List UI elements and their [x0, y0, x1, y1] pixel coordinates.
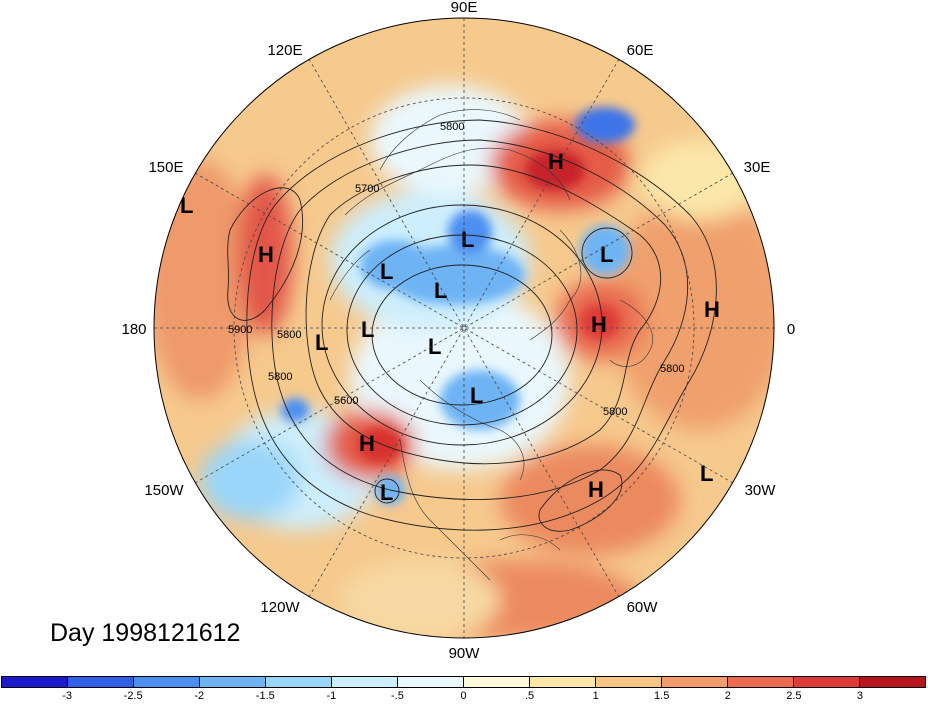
low-pressure-marker: L	[700, 461, 713, 486]
contour-label: 5600	[334, 395, 358, 407]
colorbar	[1, 676, 926, 688]
anomaly-field: 5800 5700 5900 5800 5800 5600 5800 5800 …	[154, 18, 774, 638]
longitude-label: 30W	[745, 482, 777, 499]
longitude-label: 180	[121, 321, 146, 338]
colorbar-segment	[530, 677, 596, 687]
high-pressure-marker: H	[359, 431, 375, 456]
low-pressure-marker: L	[180, 193, 193, 218]
colorbar-tick-label: -.5	[391, 690, 404, 702]
low-pressure-marker: L	[380, 480, 393, 505]
colorbar-tick-label: 0	[460, 690, 467, 702]
low-pressure-marker: L	[361, 317, 374, 342]
colorbar-tick-labels: -3 -2.5 -2 -1.5 -1 -.5 0 .5 1 1.5 2 2.5 3	[0, 690, 928, 704]
contour-label: 5800	[660, 363, 684, 375]
longitude-label: 90E	[451, 0, 478, 16]
colorbar-tick-label: 2	[724, 690, 731, 702]
colorbar-segment	[332, 677, 398, 687]
colorbar-tick-label: 1.5	[654, 690, 670, 702]
pressure-centers: L H H L L L L H H L L L L H L H L	[180, 149, 720, 505]
colorbar-tick-label: -2	[194, 690, 205, 702]
colorbar-segment	[266, 677, 332, 687]
contour-label: 5800	[440, 121, 464, 133]
colorbar-tick-label: -1.5	[255, 690, 275, 702]
colorbar-segment	[2, 677, 68, 687]
colorbar-segment	[662, 677, 728, 687]
low-pressure-marker: L	[428, 334, 441, 359]
longitude-label: 30E	[744, 159, 771, 176]
high-pressure-marker: H	[588, 477, 604, 502]
colorbar-tick-label: 2.5	[786, 690, 802, 702]
colorbar-tick-label: -2.5	[123, 690, 143, 702]
contour-label: 5800	[277, 329, 301, 341]
graticule	[154, 18, 774, 638]
colorbar-tick-label: -1	[326, 690, 337, 702]
colorbar-segment	[794, 677, 860, 687]
high-pressure-marker: H	[704, 297, 720, 322]
colorbar-segment	[728, 677, 794, 687]
colorbar-segment	[398, 677, 464, 687]
contour-label: 5700	[355, 183, 379, 195]
contour-value-labels: 5800 5700 5900 5800 5800 5600 5800 5800	[228, 121, 684, 418]
longitude-label: 60W	[627, 599, 659, 616]
longitude-label: 120E	[267, 42, 302, 59]
longitude-label: 90W	[449, 645, 481, 662]
longitude-label: 0	[787, 321, 795, 338]
high-pressure-marker: H	[591, 312, 607, 337]
longitude-label: 150W	[144, 482, 184, 499]
colorbar-tick-label: .5	[524, 690, 535, 702]
coastlines	[329, 109, 653, 581]
colorbar-segment	[68, 677, 134, 687]
colorbar-segment	[596, 677, 662, 687]
low-pressure-marker: L	[315, 330, 328, 355]
contour-label: 5900	[228, 324, 252, 336]
colorbar-segment	[134, 677, 200, 687]
longitude-labels: 90E 60E 30E 0 30W 60W 90W 120W 150W 180 …	[121, 0, 795, 662]
low-pressure-marker: L	[470, 383, 483, 408]
high-pressure-marker: H	[258, 242, 274, 267]
map-boundary	[153, 17, 775, 639]
low-pressure-marker: L	[461, 227, 474, 252]
low-pressure-marker: L	[380, 259, 393, 284]
colorbar-segment	[860, 677, 925, 687]
colorbar-tick-label: 1	[592, 690, 599, 702]
day-label: Day 1998121612	[50, 619, 241, 647]
low-pressure-marker: L	[600, 242, 613, 267]
longitude-label: 120W	[260, 599, 300, 616]
colorbar-tick-label: -3	[62, 690, 72, 702]
low-pressure-marker: L	[434, 278, 447, 303]
contour-label: 5800	[268, 371, 292, 383]
high-pressure-marker: H	[548, 149, 564, 174]
height-contours	[227, 119, 717, 532]
longitude-label: 150E	[148, 159, 183, 176]
longitude-label: 60E	[627, 42, 654, 59]
polar-map: 5800 5700 5900 5800 5800 5600 5800 5800 …	[121, 0, 795, 662]
colorbar-segment	[464, 677, 530, 687]
colorbar-tick-label: 3	[856, 690, 863, 702]
contour-label: 5800	[603, 406, 627, 418]
colorbar-segment	[200, 677, 266, 687]
